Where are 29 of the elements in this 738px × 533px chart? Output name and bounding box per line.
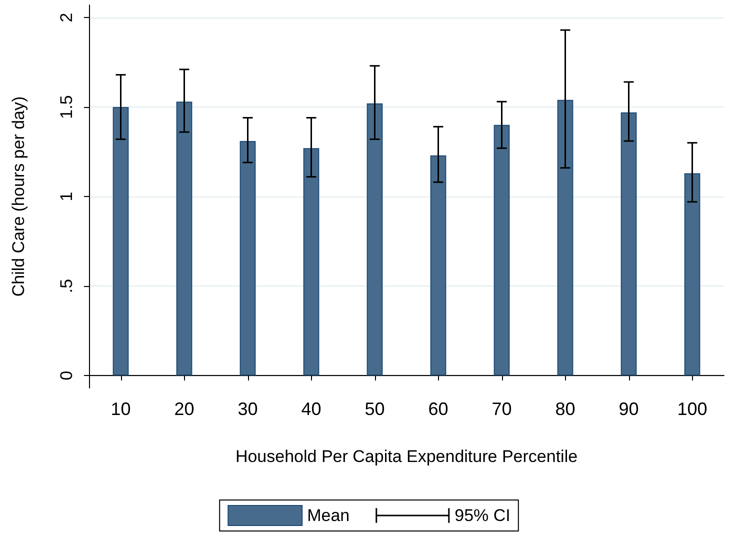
x-tick-label: 30 [238,399,258,419]
y-tick-label: 0 [57,370,76,380]
legend-label: Mean [307,506,350,525]
bar [430,155,446,376]
y-tick-label: 2 [57,12,76,22]
bar [112,107,129,376]
y-tick-label: 1.5 [57,95,76,119]
x-tick-label: 100 [677,399,708,419]
y-axis-title: Child Care (hours per day) [9,96,28,297]
x-tick-label: 10 [110,399,131,419]
x-tick-label: 40 [301,399,322,419]
bar [557,100,574,376]
x-axis-title: Household Per Capita Expenditure Percentile [235,447,578,466]
bar [366,103,383,376]
x-tick-label: 60 [428,399,448,419]
y-tick-label: 1 [57,192,76,202]
x-tick-label: 80 [555,399,576,419]
bar [240,141,256,376]
bar [684,173,700,376]
bar [176,102,192,376]
x-tick-label: 70 [492,399,512,419]
bar [620,112,637,376]
bar [494,124,510,376]
y-tick-label: .5 [57,278,76,294]
x-tick-label: 50 [364,399,385,419]
text: 95% CI [454,506,510,525]
bar [303,148,320,376]
x-tick-label: 90 [618,399,639,419]
x-tick-label: 20 [174,399,194,419]
